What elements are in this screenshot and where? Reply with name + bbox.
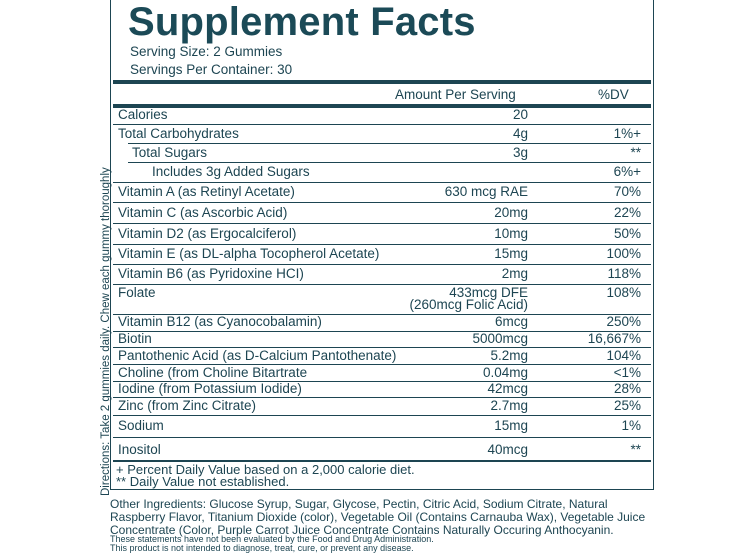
row-name: Vitamin B6 (as Pyridoxine HCI)	[118, 266, 304, 281]
row-dv: 100%	[606, 246, 641, 261]
row-name: Pantothenic Acid (as D-Calcium Pantothen…	[118, 348, 397, 363]
row-name: Choline (from Choline Bitartrate	[118, 365, 308, 380]
row-dv: 250%	[606, 314, 641, 329]
row-amount: 10mg	[494, 226, 528, 241]
row-name: Vitamin C (as Ascorbic Acid)	[118, 205, 288, 220]
disclaimer: These statements have not been evaluated…	[110, 534, 434, 544]
row-rule	[113, 397, 651, 398]
row-rule	[113, 415, 651, 416]
row-amount: 15mg	[494, 418, 528, 433]
header-dv: %DV	[598, 87, 629, 102]
row-rule	[113, 244, 651, 245]
row-amount: 2mg	[501, 266, 528, 281]
row-rule	[113, 347, 651, 348]
row-dv: 118%	[607, 266, 641, 281]
row-dv: 28%	[613, 381, 641, 396]
row-rule	[113, 331, 651, 332]
row-rule	[113, 124, 651, 125]
footnote: + Percent Daily Value based on a 2,000 c…	[116, 462, 415, 477]
row-amount: 0.04mg	[482, 365, 528, 380]
other-ingredients: Other Ingredients: Glucose Syrup, Sugar,…	[110, 497, 608, 511]
row-amount: 630 mcg RAE	[444, 184, 528, 199]
row-rule	[128, 162, 651, 163]
row-dv: 1%+	[613, 126, 641, 141]
row-amount: 15mg	[494, 246, 528, 261]
row-name: Calories	[118, 107, 168, 122]
row-name: Includes 3g Added Sugars	[152, 164, 310, 179]
other-ingredients: Concentrate (Color, Purple Carrot Juice …	[110, 523, 614, 537]
row-amount: 4g	[512, 126, 528, 141]
row-amount: 6mcg	[494, 314, 528, 329]
row-amount: 5.2mg	[490, 348, 528, 363]
row-rule	[113, 284, 651, 285]
row-name: Sodium	[118, 418, 164, 433]
row-rule	[113, 381, 651, 382]
row-dv: 108%	[606, 285, 641, 300]
row-dv: 1%	[621, 418, 641, 433]
row-rule	[113, 202, 651, 203]
servings-per-container: Servings Per Container: 30	[130, 62, 293, 77]
row-amount: 5000mcg	[472, 331, 528, 346]
other-ingredients: Raspberry Flavor, Titanium Dioxide (colo…	[110, 510, 646, 524]
row-name: Vitamin B12 (as Cyanocobalamin)	[118, 314, 322, 329]
row-dv: 16,667%	[587, 331, 641, 346]
row-dv: 70%	[613, 184, 641, 199]
row-name: Biotin	[118, 331, 152, 346]
row-dv: **	[630, 145, 641, 160]
row-name: Total Sugars	[132, 145, 208, 160]
row-amount: 20	[512, 107, 528, 122]
row-dv: 22%	[613, 205, 641, 220]
row-amount: 42mcg	[487, 381, 528, 396]
row-dv: 6%+	[613, 164, 641, 179]
row-amount: 433mcg DFE	[449, 285, 528, 300]
row-rule	[113, 264, 651, 265]
disclaimer: This product is not intended to diagnose…	[110, 543, 414, 553]
row-name: Iodine (from Potassium Iodide)	[118, 381, 302, 396]
thick-rule	[113, 80, 651, 84]
directions: Directions: Take 2 gummies daily. Chew e…	[100, 167, 112, 496]
row-name: Vitamin D2 (as Ergocalciferol)	[118, 226, 297, 241]
row-dv: 25%	[613, 398, 641, 413]
title: Supplement Facts	[128, 0, 476, 44]
row-amount: 2.7mg	[490, 398, 528, 413]
row-rule	[128, 143, 651, 144]
row-amount: 40mcg	[487, 442, 528, 457]
row-name: Inositol	[118, 442, 161, 457]
row-name: Zinc (from Zinc Citrate)	[118, 398, 257, 413]
thick-rule	[113, 104, 651, 108]
thick-rule	[113, 460, 651, 462]
row-amount: 20mg	[494, 205, 528, 220]
row-name: Vitamin E (as DL-alpha Tocopherol Acetat…	[118, 246, 380, 261]
row-dv: 104%	[606, 348, 641, 363]
row-name: Total Carbohydrates	[118, 126, 239, 141]
row-rule	[113, 182, 651, 183]
row-name: Folate	[118, 285, 156, 300]
header-amount: Amount Per Serving	[395, 87, 516, 102]
row-dv: **	[630, 442, 641, 457]
footnote: ** Daily Value not established.	[116, 474, 290, 489]
row-name: Vitamin A (as Retinyl Acetate)	[118, 184, 295, 199]
row-rule	[113, 223, 651, 224]
row-rule	[113, 314, 651, 315]
row-amount: 3g	[512, 145, 528, 160]
facts-box	[110, 0, 654, 490]
row-amount-note: (260mcg Folic Acid)	[409, 297, 528, 312]
row-rule	[113, 437, 651, 438]
row-dv: <1%	[613, 365, 641, 380]
serving-size: Serving Size: 2 Gummies	[130, 44, 283, 59]
row-rule	[113, 364, 651, 365]
row-dv: 50%	[613, 226, 641, 241]
